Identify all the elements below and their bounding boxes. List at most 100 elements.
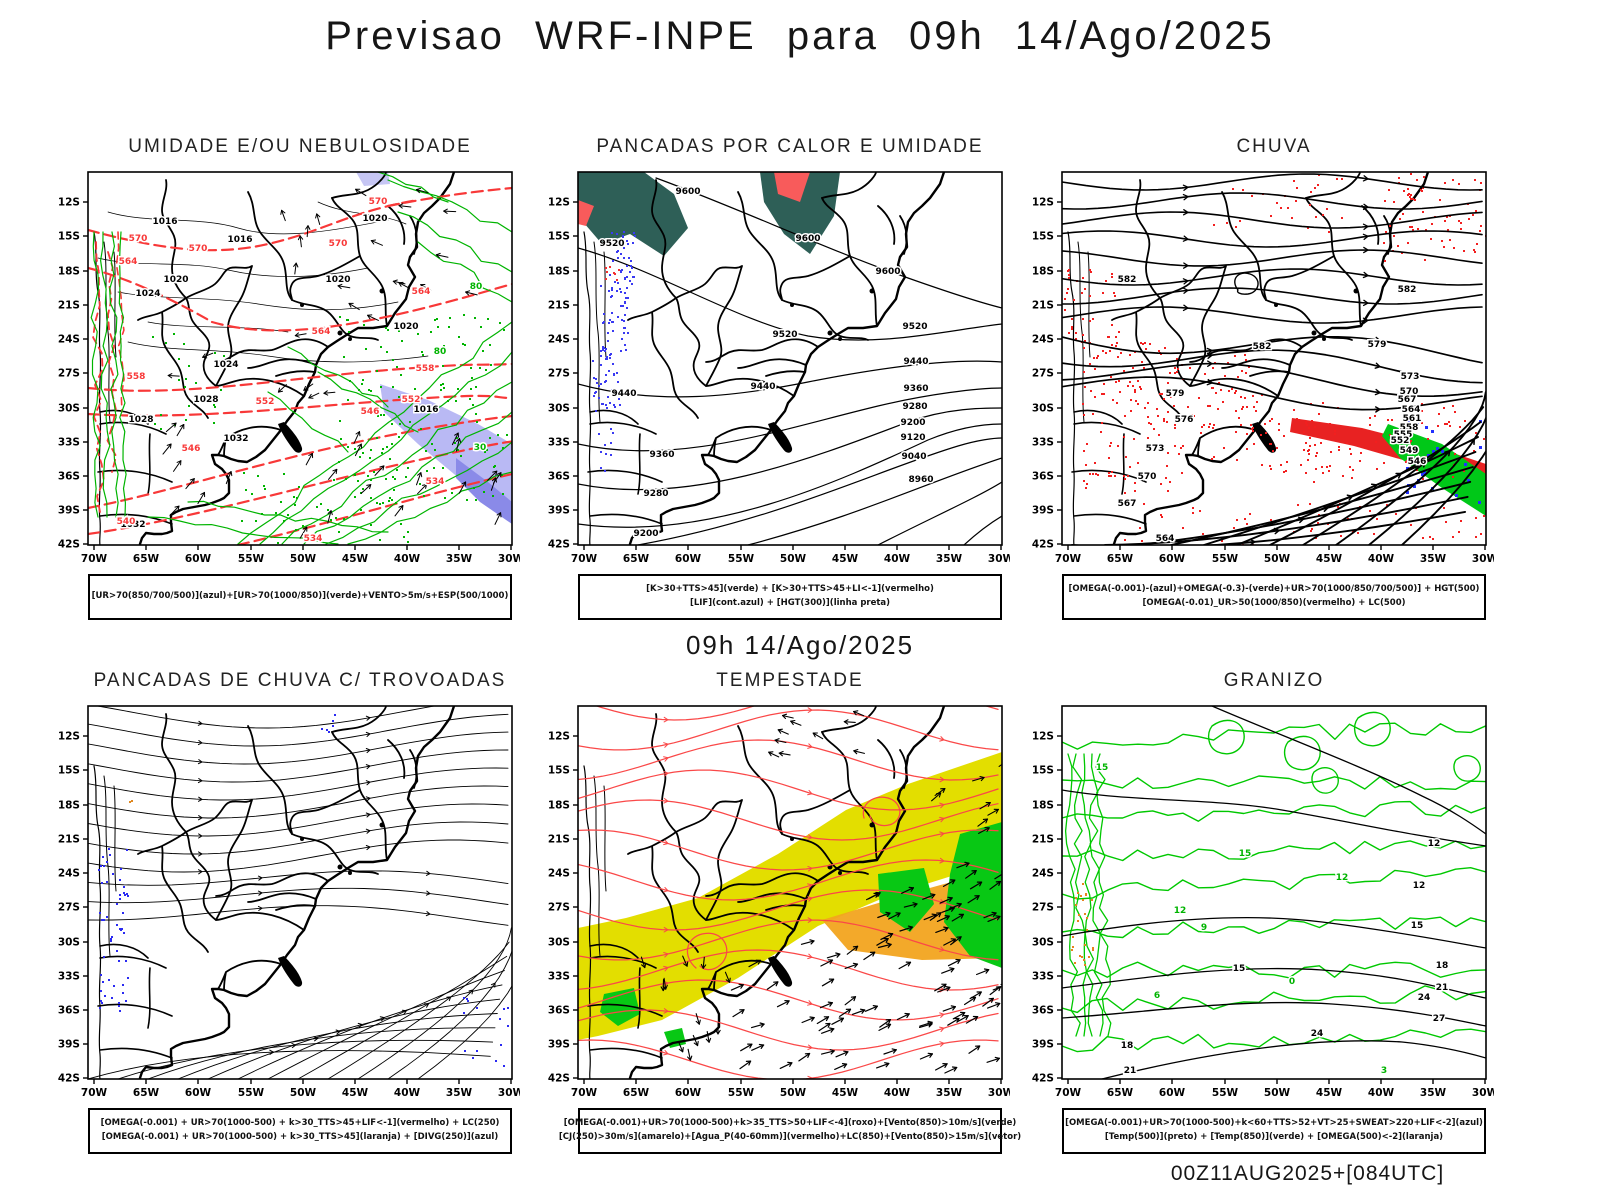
svg-text:39S: 39S <box>1032 505 1054 517</box>
svg-text:33S: 33S <box>548 971 570 983</box>
svg-text:50W: 50W <box>780 1087 807 1099</box>
legend-umidade: [UR>70(850/700/500)](azul)+[UR>70(1000/8… <box>88 574 512 620</box>
svg-text:12: 12 <box>1336 873 1349 883</box>
svg-text:18S: 18S <box>58 800 80 812</box>
svg-text:1032: 1032 <box>223 434 248 444</box>
svg-text:573: 573 <box>1401 372 1420 382</box>
svg-text:27S: 27S <box>548 902 570 914</box>
svg-text:573: 573 <box>1146 444 1165 454</box>
svg-text:24S: 24S <box>58 868 80 880</box>
panel-title-trovoadas: PANCADAS DE CHUVA C/ TROVOADAS <box>93 670 507 691</box>
svg-text:42S: 42S <box>1032 1073 1054 1085</box>
svg-text:546: 546 <box>361 407 380 417</box>
svg-text:582: 582 <box>1118 275 1137 285</box>
svg-text:55W: 55W <box>238 553 265 565</box>
page-title: Previsao WRF-INPE para 09h 14/Ago/2025 <box>325 14 1275 58</box>
svg-text:558: 558 <box>1400 423 1419 433</box>
svg-text:36S: 36S <box>1032 471 1054 483</box>
panel-title-tempestade: TEMPESTADE <box>716 670 864 691</box>
svg-text:39S: 39S <box>1032 1039 1054 1051</box>
legend-line: [OMEGA(-0.01)_UR>50(1000/850)(vermelho) … <box>1142 598 1406 608</box>
legend-trovoadas: [OMEGA(-0.001) + UR>70(1000-500) + k>30_… <box>88 1108 512 1154</box>
svg-text:30W: 30W <box>1472 1087 1494 1099</box>
svg-text:39S: 39S <box>58 1039 80 1051</box>
svg-text:55W: 55W <box>238 1087 265 1099</box>
svg-text:1016: 1016 <box>413 405 438 415</box>
svg-text:60W: 60W <box>1159 1087 1186 1099</box>
svg-text:42S: 42S <box>58 1073 80 1085</box>
legend-tempestade: [OMEGA(-0.001)+UR>70(1000-500)+k>35_TTS>… <box>559 1108 1021 1154</box>
svg-text:570: 570 <box>189 244 208 254</box>
legend-chuva: [OMEGA(-0.001)-(azul)+OMEGA(-0.3)-(verde… <box>1062 574 1486 620</box>
legend-line: [OMEGA(-0.001)-(azul)+OMEGA(-0.3)-(verde… <box>1068 584 1480 595</box>
svg-text:9600: 9600 <box>675 187 700 197</box>
svg-text:45W: 45W <box>342 1087 369 1099</box>
svg-text:9600: 9600 <box>875 267 900 277</box>
svg-text:35W: 35W <box>1420 1087 1447 1099</box>
svg-text:1016: 1016 <box>152 217 177 227</box>
svg-text:582: 582 <box>1398 285 1417 295</box>
svg-text:55W: 55W <box>1212 553 1239 565</box>
svg-text:35W: 35W <box>936 1087 963 1099</box>
svg-text:60W: 60W <box>1159 553 1186 565</box>
legend-line: [K>30+TTS>45](verde) + [K>30+TTS>45+LI<-… <box>646 584 934 595</box>
svg-text:55W: 55W <box>728 553 755 565</box>
svg-text:24S: 24S <box>548 868 570 880</box>
svg-text:24S: 24S <box>58 334 80 346</box>
svg-text:9520: 9520 <box>599 239 624 249</box>
svg-text:12S: 12S <box>1032 731 1054 743</box>
legend-pancadas-calor: [K>30+TTS>45](verde) + [K>30+TTS>45+LI<-… <box>578 574 1002 620</box>
svg-text:33S: 33S <box>58 437 80 449</box>
svg-text:540: 540 <box>117 517 136 527</box>
svg-text:552: 552 <box>402 395 421 405</box>
svg-text:9120: 9120 <box>900 433 925 443</box>
svg-text:579: 579 <box>1368 340 1387 350</box>
svg-text:50W: 50W <box>780 553 807 565</box>
svg-text:564: 564 <box>1402 405 1421 415</box>
svg-text:45W: 45W <box>1316 553 1343 565</box>
svg-text:45W: 45W <box>832 1087 859 1099</box>
svg-text:80: 80 <box>470 282 483 292</box>
svg-text:70W: 70W <box>81 1087 108 1099</box>
legend-line: [UR>70(850/700/500)](azul)+[UR>70(1000/8… <box>91 591 509 602</box>
svg-text:60W: 60W <box>185 1087 212 1099</box>
svg-text:60W: 60W <box>675 1087 702 1099</box>
svg-text:570: 570 <box>1400 387 1419 397</box>
svg-text:65W: 65W <box>623 553 650 565</box>
svg-text:9440: 9440 <box>903 357 928 367</box>
svg-text:30S: 30S <box>548 403 570 415</box>
svg-text:40W: 40W <box>394 1087 421 1099</box>
svg-text:582: 582 <box>1253 342 1272 352</box>
svg-text:18: 18 <box>1121 1041 1134 1051</box>
svg-text:33S: 33S <box>1032 971 1054 983</box>
svg-text:15: 15 <box>1239 849 1252 859</box>
svg-text:40W: 40W <box>1368 553 1395 565</box>
panel-chuva: CHUVA 12S 15S 18S 21S 24S 27S 30S 33S 36S 39S 42S 7… <box>1026 136 1494 620</box>
svg-text:70W: 70W <box>571 553 598 565</box>
legend-line: [OMEGA(-0.001) + UR>70(1000-500) + k>30_… <box>100 1118 500 1129</box>
svg-text:9040: 9040 <box>901 452 926 462</box>
panel-tempestade: TEMPESTADE 12S 15S 18S 21S 24S 27S 30S 33S 36S 39… <box>542 670 1021 1154</box>
svg-text:8960: 8960 <box>908 475 933 485</box>
svg-text:15: 15 <box>1411 921 1424 931</box>
svg-text:30W: 30W <box>1472 553 1494 565</box>
svg-text:65W: 65W <box>623 1087 650 1099</box>
svg-text:15: 15 <box>1096 763 1109 773</box>
svg-text:24S: 24S <box>548 334 570 346</box>
svg-text:9280: 9280 <box>902 402 927 412</box>
svg-text:70W: 70W <box>571 1087 598 1099</box>
svg-text:9440: 9440 <box>750 382 775 392</box>
svg-text:21S: 21S <box>548 300 570 312</box>
svg-text:15S: 15S <box>58 765 80 777</box>
svg-text:39S: 39S <box>548 1039 570 1051</box>
svg-text:50W: 50W <box>290 1087 317 1099</box>
svg-text:12: 12 <box>1428 839 1441 849</box>
svg-text:35W: 35W <box>446 1087 473 1099</box>
panel-pancadas-calor: PANCADAS POR CALOR E UMIDADE 12S 15S 18S 21… <box>542 136 1010 620</box>
panel-granizo: GRANIZO 12S 15S 18S 21S 24S 27S 30S 33S 36S 39S 42… <box>1026 670 1494 1154</box>
svg-text:9360: 9360 <box>649 450 674 460</box>
svg-text:60W: 60W <box>185 553 212 565</box>
svg-text:27: 27 <box>1433 1014 1446 1024</box>
